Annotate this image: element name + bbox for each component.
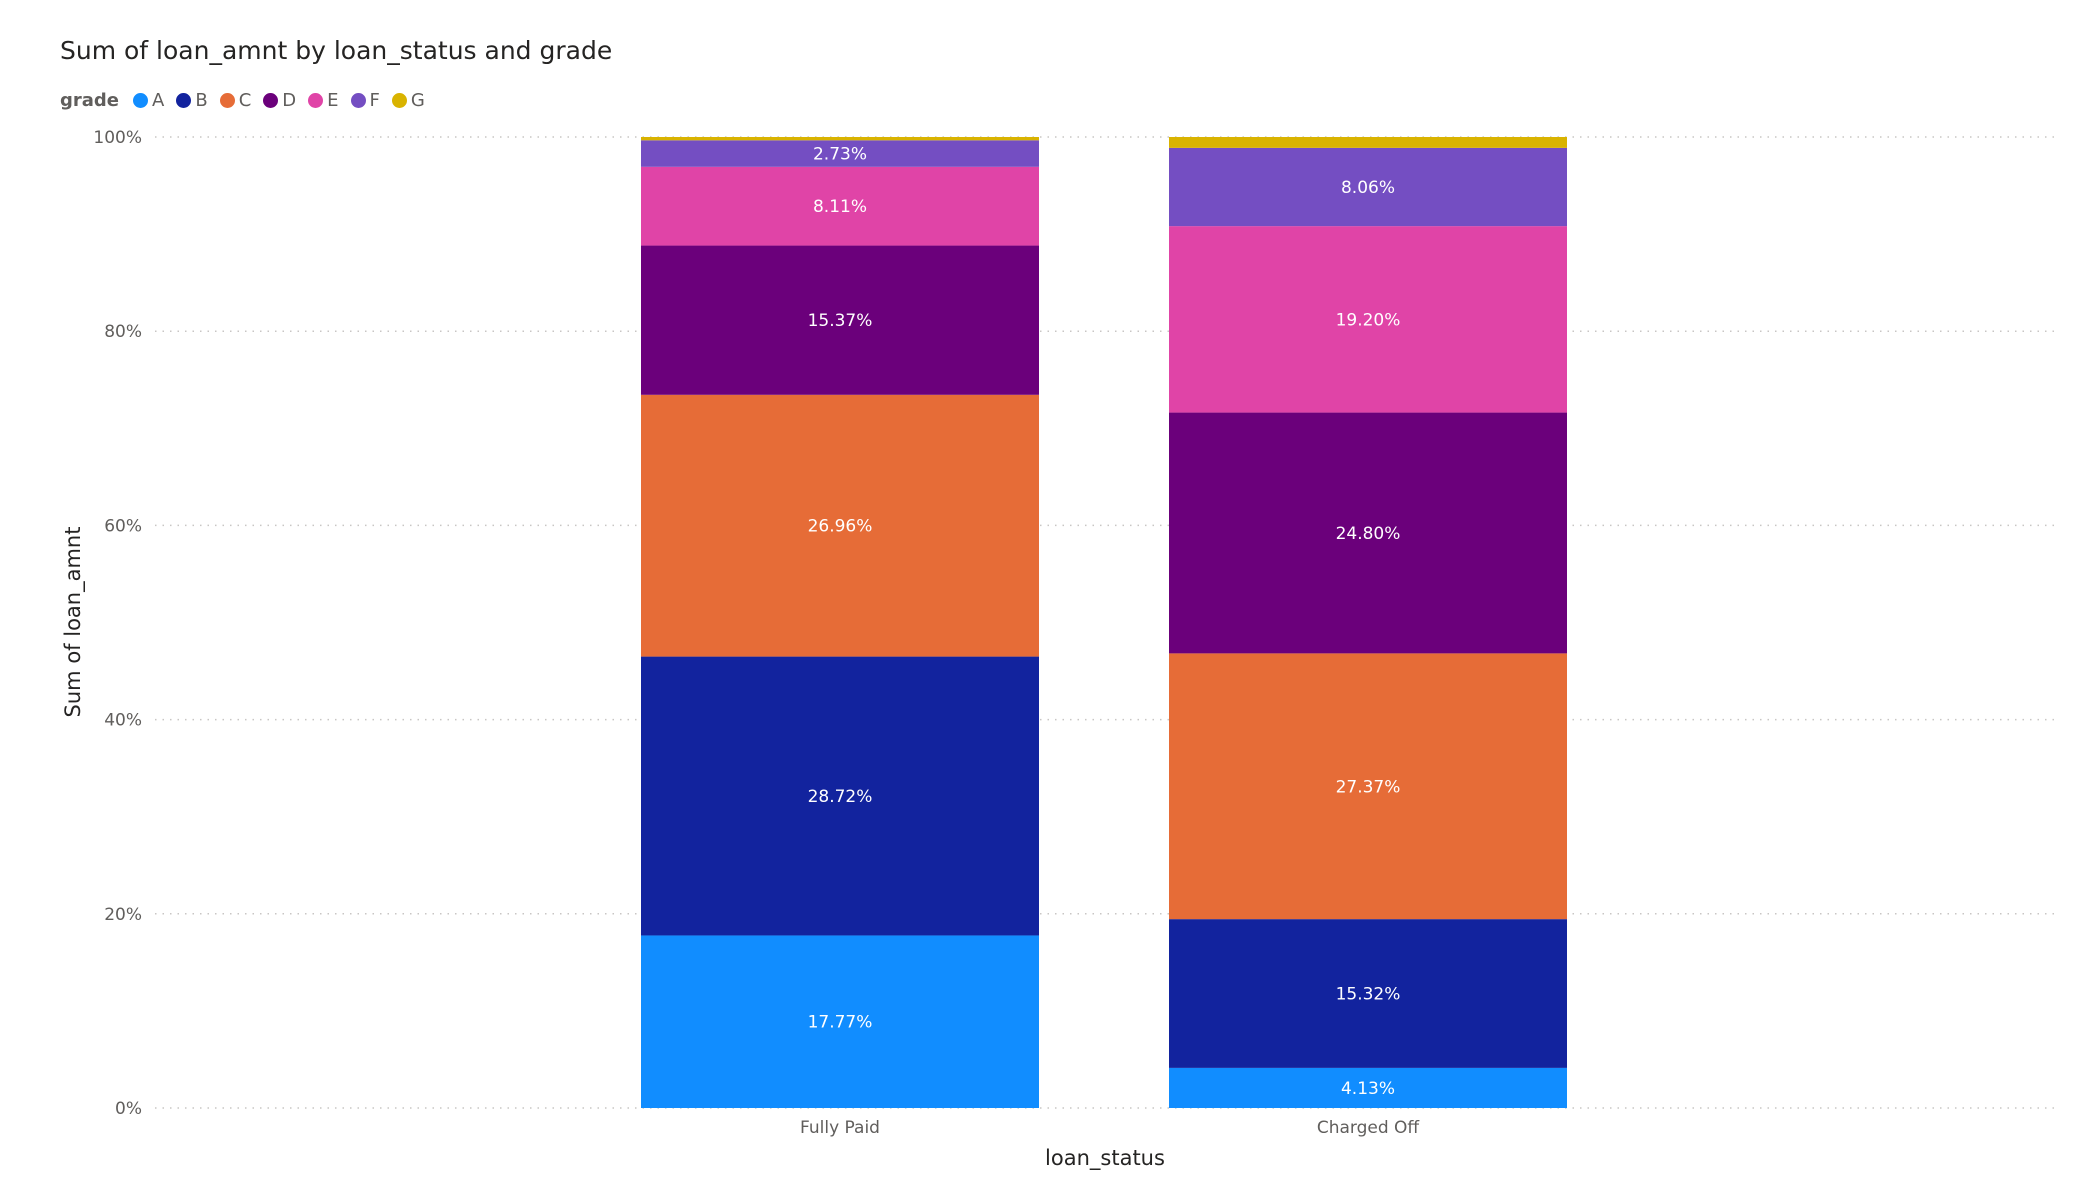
- legend-item-e[interactable]: E: [308, 89, 339, 111]
- legend-label: B: [195, 89, 208, 111]
- data-label: 27.37%: [1336, 777, 1401, 797]
- legend-dot-icon: [308, 92, 324, 108]
- bar-segment[interactable]: [641, 245, 1039, 395]
- y-tick-label: 0%: [115, 1099, 142, 1119]
- legend-dot-icon: [350, 92, 366, 108]
- bar-segment[interactable]: [1169, 137, 1567, 148]
- legend-dot-icon: [391, 92, 407, 108]
- chart-title: Sum of loan_amnt by loan_status and grad…: [60, 36, 613, 65]
- x-axis-ticks: Fully Paid Charged Off: [800, 1118, 1420, 1138]
- data-label: 17.77%: [808, 1013, 873, 1033]
- legend: grade A B C D E F G: [60, 88, 437, 112]
- legend-title: grade: [60, 89, 120, 111]
- y-tick-label: 20%: [104, 905, 142, 925]
- legend-item-c[interactable]: C: [219, 89, 252, 111]
- x-tick-label: Charged Off: [1317, 1118, 1421, 1138]
- y-axis-ticks: 0% 20% 40% 60% 80% 100%: [93, 128, 142, 1119]
- legend-label: C: [238, 89, 252, 111]
- data-label: 26.96%: [808, 517, 873, 537]
- bar-segment[interactable]: [641, 166, 1039, 246]
- data-labels: 17.77% 28.72% 26.96% 15.37% 8.11% 2.73% 4.13% 1…: [808, 145, 1401, 1099]
- y-axis-title: Sum of loan_amnt: [61, 527, 86, 718]
- legend-dot-icon: [176, 92, 192, 108]
- legend-dot-icon: [219, 92, 235, 108]
- data-label: 24.80%: [1336, 524, 1401, 544]
- legend-dot-icon: [263, 92, 279, 108]
- data-label: 4.13%: [1341, 1079, 1395, 1099]
- data-label: 19.20%: [1336, 310, 1401, 330]
- legend-label: G: [410, 89, 425, 111]
- data-label: 15.37%: [808, 311, 873, 331]
- y-tick-label: 100%: [93, 128, 142, 148]
- legend-item-a[interactable]: A: [133, 90, 164, 111]
- bar-segment[interactable]: [641, 935, 1039, 1108]
- bar-segment[interactable]: [1169, 147, 1567, 227]
- x-tick-label: Fully Paid: [800, 1118, 880, 1138]
- bar-segment[interactable]: [641, 394, 1039, 657]
- bar-segment[interactable]: [1169, 226, 1567, 413]
- legend-item-d[interactable]: D: [263, 90, 296, 111]
- gridlines: [155, 136, 2055, 1109]
- bar-segment[interactable]: [641, 137, 1039, 141]
- data-label: 2.73%: [813, 145, 867, 165]
- data-label: 15.32%: [1336, 985, 1401, 1005]
- legend-dot-icon: [133, 92, 149, 108]
- bar-segment[interactable]: [1169, 919, 1567, 1068]
- data-label: 8.06%: [1341, 178, 1395, 198]
- data-label: 28.72%: [808, 787, 873, 807]
- bar-segment[interactable]: [641, 140, 1039, 167]
- legend-label: F: [369, 89, 380, 111]
- bars: [641, 137, 1567, 1108]
- bar-segment[interactable]: [641, 656, 1039, 936]
- legend-item-f[interactable]: F: [350, 89, 380, 111]
- y-tick-label: 60%: [104, 516, 142, 536]
- y-tick-label: 80%: [104, 322, 142, 342]
- y-tick-label: 40%: [104, 711, 142, 731]
- legend-label: E: [327, 89, 339, 111]
- bar-segment[interactable]: [1169, 412, 1567, 654]
- bar-segment[interactable]: [1169, 1067, 1567, 1108]
- bar-segment[interactable]: [1169, 653, 1567, 920]
- data-label: 8.11%: [813, 197, 867, 217]
- legend-item-b[interactable]: B: [176, 89, 208, 111]
- legend-item-g[interactable]: G: [391, 89, 425, 111]
- x-axis-title: loan_status: [1045, 1146, 1165, 1171]
- legend-label: A: [152, 89, 165, 111]
- legend-label: D: [282, 89, 297, 111]
